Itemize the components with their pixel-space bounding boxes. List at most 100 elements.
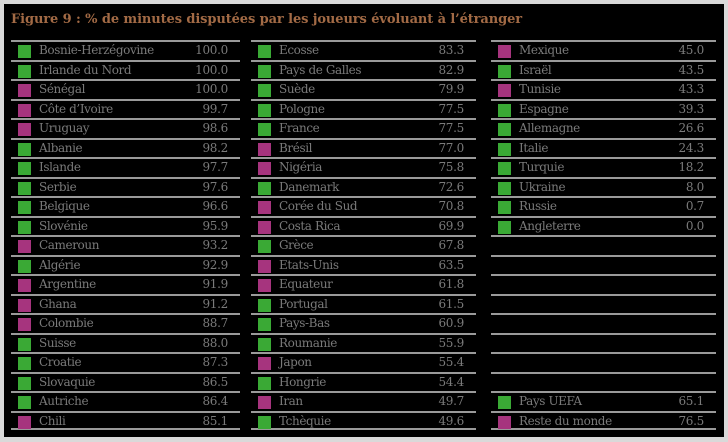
country-name: Serbie [39,179,77,194]
table-row: Etats-Unis 63.5 [251,254,476,275]
minutes-percent: 98.6 [202,121,228,135]
uefa-square-icon [18,201,31,214]
minutes-percent: 97.6 [202,179,228,194]
table-row: Corée du Sud 70.8 [251,196,476,216]
table-row: Allemagne 26.6 [491,118,716,138]
minutes-percent: 95.9 [202,218,228,233]
rest-of-world-square-icon [258,259,271,273]
country-name: Corée du Sud [279,199,358,213]
country-name: Roumanie [279,335,337,350]
minutes-percent: 49.6 [438,413,464,428]
country-name: Sénégal [39,82,86,96]
country-name: Albanie [39,140,83,155]
minutes-percent: 72.6 [438,179,464,194]
uefa-square-icon [498,103,511,117]
country-name: Espagne [519,101,569,116]
country-name: Bosnie-Herzégovine [39,43,154,57]
minutes-percent: 97.7 [202,160,228,174]
table-row: Ghana 91.2 [11,293,240,314]
table-row: Roumanie 55.9 [251,332,476,353]
minutes-percent: 8.0 [685,179,704,194]
rest-of-world-square-icon [498,45,511,58]
country-name: Danemark [279,179,339,194]
empty-table-row [491,274,716,294]
minutes-percent: 82.9 [438,62,464,77]
country-name: Nigéria [279,160,323,174]
minutes-percent: 98.2 [202,140,228,155]
minutes-percent: 87.3 [202,355,228,369]
minutes-percent: 100.0 [195,82,228,96]
minutes-percent: 70.8 [438,199,464,213]
minutes-percent: 45.0 [678,43,704,57]
country-name: Pologne [279,101,325,116]
table-row: Danemark 72.6 [251,176,476,197]
table-row: Tchèquie 49.6 [251,410,476,430]
minutes-percent: 88.0 [202,335,228,350]
uefa-square-icon [258,240,271,253]
uefa-square-icon [498,181,511,195]
table-row: Ukraine 8.0 [491,176,716,197]
country-name: Equateur [279,277,333,291]
country-name: Autriche [39,394,89,408]
uefa-square-icon [498,142,511,156]
minutes-percent: 55.9 [438,335,464,350]
table-row: Iran 49.7 [251,391,476,411]
table-row: Brésil 77.0 [251,137,476,158]
table-row: Nigéria 75.8 [251,157,476,177]
country-name: France [279,121,320,135]
country-name: Ukraine [519,179,566,194]
country-name: Pays UEFA [519,394,582,408]
table-row: France 77.5 [251,118,476,138]
minutes-percent: 61.8 [438,277,464,291]
column-3: Mexique 45.0 Israël 43.5 Tunisie 43.3 Espagne 3… [491,40,716,430]
uefa-square-icon [498,64,511,78]
empty-table-row [491,371,716,392]
minutes-percent: 79.9 [438,82,464,96]
figure-title: Figure 9 : % de minutes disputées par le… [11,12,523,27]
minutes-percent: 39.3 [678,101,704,116]
table-row: Angleterre 0.0 [491,215,716,236]
country-name: Tchèquie [279,413,331,428]
minutes-percent: 77.0 [438,140,464,155]
minutes-percent: 100.0 [195,43,228,57]
country-name: Ghana [39,296,77,311]
country-name: Portugal [279,296,328,311]
table-row: Argentine 91.9 [11,274,240,294]
table-row: Italie 24.3 [491,137,716,158]
uefa-square-icon [498,123,511,136]
minutes-percent: 92.9 [202,257,228,272]
country-name: Israël [519,62,552,77]
rest-of-world-square-icon [258,396,271,409]
table-row: Pays UEFA 65.1 [491,391,716,411]
country-name: Ecosse [279,43,319,57]
empty-table-row [491,332,716,353]
column-2: Ecosse 83.3 Pays de Galles 82.9 Suède 79.9 Pol… [251,40,476,430]
minutes-percent: 86.4 [202,394,228,408]
minutes-percent: 91.2 [202,296,228,311]
table-row: Sénégal 100.0 [11,79,240,99]
table-row: Islande 97.7 [11,157,240,177]
minutes-percent: 100.0 [195,62,228,77]
country-name: Allemagne [519,121,580,135]
rest-of-world-square-icon [258,201,271,214]
country-name: Turquie [519,160,565,174]
country-name: Chili [39,413,66,428]
country-name: Reste du monde [519,413,612,428]
table-row: Algérie 92.9 [11,254,240,275]
minutes-percent: 49.7 [438,394,464,408]
table-row: Uruguay 98.6 [11,118,240,138]
uefa-square-icon [258,415,271,429]
rest-of-world-square-icon [258,220,271,234]
table-row: Côte d’Ivoire 99.7 [11,98,240,119]
rest-of-world-square-icon [258,142,271,156]
uefa-square-icon [498,162,511,175]
country-name: Belgique [39,199,90,213]
minutes-percent: 61.5 [438,296,464,311]
uefa-square-icon [498,396,511,409]
rest-of-world-square-icon [258,357,271,370]
uefa-square-icon [258,84,271,97]
table-row: Serbie 97.6 [11,176,240,197]
uefa-square-icon [258,376,271,390]
rest-of-world-square-icon [258,279,271,292]
table-row: Grèce 67.8 [251,235,476,255]
